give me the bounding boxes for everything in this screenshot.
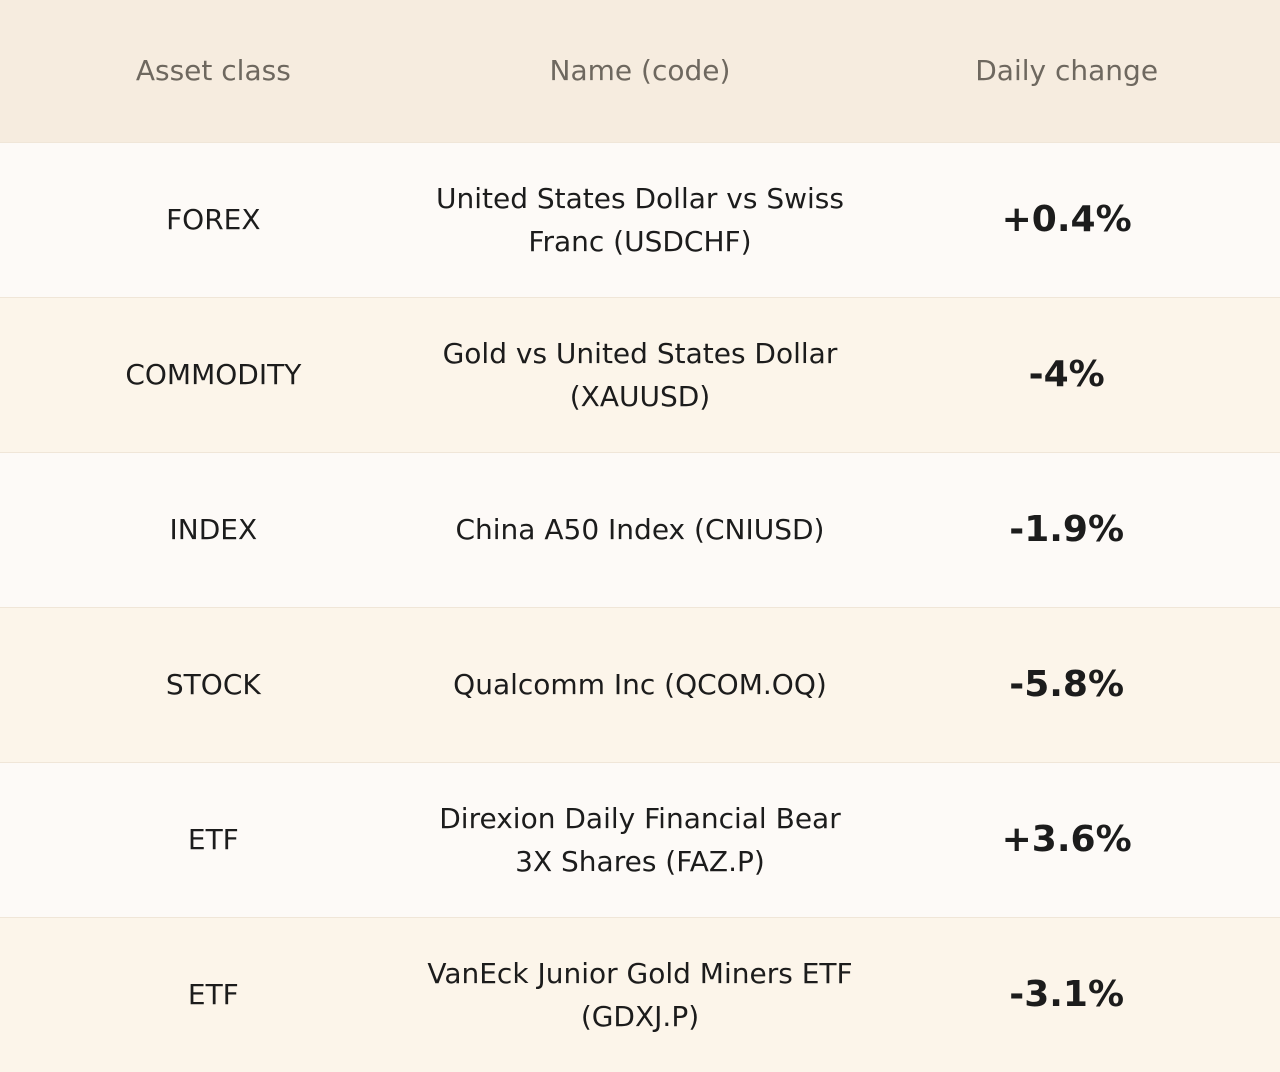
daily-change: -3.1% <box>1009 974 1125 1016</box>
asset-class: INDEX <box>169 513 258 546</box>
asset-class-cell: STOCK <box>0 607 427 762</box>
daily-change: +3.6% <box>1001 819 1132 860</box>
daily-change: +0.4% <box>1001 199 1132 240</box>
instrument-name-cell: United States Dollar vs Swiss Franc (USD… <box>427 142 854 297</box>
daily-change-cell: -5.8% <box>853 607 1280 762</box>
instrument-name: United States Dollar vs Swiss Franc (USD… <box>435 181 844 258</box>
asset-class: ETF <box>187 823 239 856</box>
instrument-name: Qualcomm Inc (QCOM.OQ) <box>453 668 827 701</box>
asset-class: STOCK <box>165 668 261 701</box>
instrument-name: Gold vs United States Dollar (XAUUSD) <box>442 336 838 413</box>
instrument-name: VanEck Junior Gold Miners ETF (GDXJ.P) <box>427 956 853 1033</box>
asset-class-cell: FOREX <box>0 142 427 297</box>
instrument-name-cell: China A50 Index (CNIUSD) <box>427 452 854 607</box>
table-body: FOREX United States Dollar vs Swiss Franc… <box>0 142 1280 1072</box>
column-header: Name (code) <box>549 54 731 88</box>
daily-change-cell: +0.4% <box>853 142 1280 297</box>
asset-class-cell: INDEX <box>0 452 427 607</box>
column-header: Asset class <box>135 54 291 88</box>
asset-class-cell: ETF <box>0 762 427 917</box>
daily-change-cell: -3.1% <box>853 917 1280 1072</box>
header-row: Asset class Name (code) Daily change <box>0 0 1280 142</box>
table-row: INDEX China A50 Index (CNIUSD) -1.9% <box>0 452 1280 607</box>
table-header: Asset class Name (code) Daily change <box>0 0 1280 142</box>
daily-change-cell: -4% <box>853 297 1280 452</box>
asset-class-cell: ETF <box>0 917 427 1072</box>
asset-class: ETF <box>187 978 239 1012</box>
daily-change: -1.9% <box>1009 509 1125 550</box>
table-row: ETF VanEck Junior Gold Miners ETF (GDXJ.P… <box>0 917 1280 1072</box>
table-row: FOREX United States Dollar vs Swiss Franc… <box>0 142 1280 297</box>
instrument-name-cell: Direxion Daily Financial Bear 3X Shares … <box>427 762 854 917</box>
table-row: STOCK Qualcomm Inc (QCOM.OQ) -5.8% <box>0 607 1280 762</box>
instrument-name-cell: Gold vs United States Dollar (XAUUSD) <box>427 297 854 452</box>
asset-class: COMMODITY <box>125 358 302 391</box>
instrument-name-cell: Qualcomm Inc (QCOM.OQ) <box>427 607 854 762</box>
instrument-name-cell: VanEck Junior Gold Miners ETF (GDXJ.P) <box>427 917 854 1072</box>
daily-change: -5.8% <box>1009 664 1125 705</box>
table-row: ETF Direxion Daily Financial Bear 3X Shar… <box>0 762 1280 917</box>
daily-change-cell: -1.9% <box>853 452 1280 607</box>
instrument-name: Direxion Daily Financial Bear 3X Shares … <box>439 801 841 878</box>
daily-change: -4% <box>1028 354 1105 395</box>
table-row: COMMODITY Gold vs United States Dollar (X… <box>0 297 1280 452</box>
asset-class: FOREX <box>166 203 261 236</box>
instrument-name: China A50 Index (CNIUSD) <box>455 513 825 546</box>
asset-class-cell: COMMODITY <box>0 297 427 452</box>
column-header: Daily change <box>975 54 1159 88</box>
daily-change-cell: +3.6% <box>853 762 1280 917</box>
